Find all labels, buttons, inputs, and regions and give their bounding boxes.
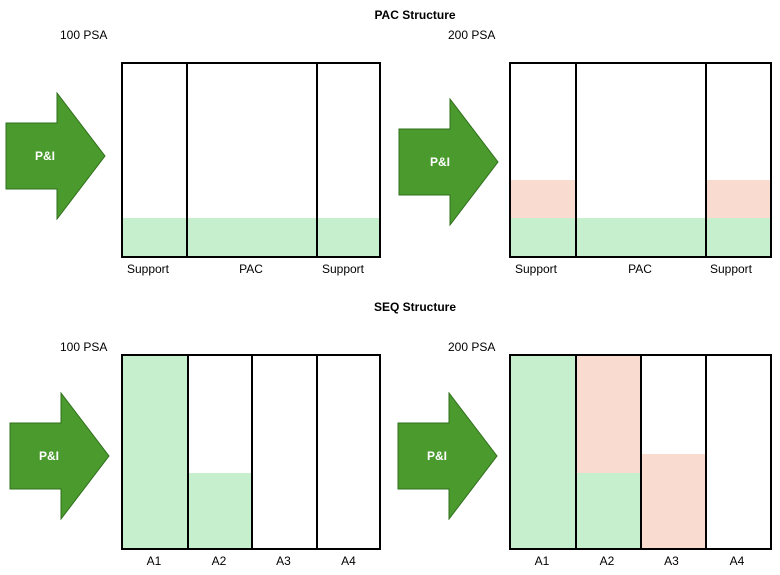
seq-left-label-a2: A2 [211, 554, 227, 568]
seq-right-label-a1: A1 [534, 554, 550, 568]
pac-right-divider [575, 64, 577, 256]
pac-right-tranche-box [509, 62, 772, 258]
seq-right-a1-fill [511, 356, 576, 548]
pac-title: PAC Structure [374, 8, 456, 22]
seq-right-divider [705, 356, 707, 548]
pac-right-psa-label: 200 PSA [448, 28, 496, 42]
seq-right-psa-label: 200 PSA [448, 340, 496, 354]
pac-left-support2-fill [317, 218, 379, 256]
seq-left-label-a1: A1 [146, 554, 162, 568]
seq-left-divider [316, 356, 318, 548]
pac-right-support2-fill [705, 218, 770, 256]
pac-right-divider [705, 64, 707, 256]
seq-left-a2-fill [187, 473, 251, 548]
seq-left-tranche-box [121, 354, 381, 550]
pac-right-label-pac: PAC [628, 262, 652, 276]
pac-left-divider [186, 64, 188, 256]
pac-left-label-support2: Support [321, 262, 365, 276]
pac-right-support1-extra-fill [511, 180, 575, 218]
pac-left-label-pac: PAC [239, 262, 263, 276]
pac-left-psa-label: 100 PSA [60, 28, 108, 42]
pac-left-support1-fill [123, 218, 187, 256]
pac-right-arrow-label: P&I [429, 155, 450, 169]
pac-right-arrow-icon [398, 98, 499, 226]
seq-left-label-a4: A4 [341, 554, 356, 568]
seq-right-arrow-label: P&I [426, 449, 447, 463]
pac-left-pac-fill [187, 218, 317, 256]
seq-left-a1-fill [123, 356, 187, 548]
pac-left-arrow-icon [5, 92, 106, 220]
seq-left-arrow-icon [9, 392, 110, 520]
pac-left-arrow-label: P&I [34, 149, 55, 163]
seq-right-a2-extra-fill [576, 356, 640, 473]
seq-right-a3-extra-fill [640, 454, 705, 548]
seq-right-label-a3: A3 [664, 554, 679, 568]
seq-right-a2-fill [576, 473, 640, 548]
seq-right-tranche-box [509, 354, 772, 550]
pac-left-divider [316, 64, 318, 256]
pac-right-pac-fill [575, 218, 705, 256]
seq-right-divider [575, 356, 577, 548]
seq-left-arrow-label: P&I [38, 449, 59, 463]
seq-left-psa-label: 100 PSA [60, 340, 108, 354]
seq-left-divider [251, 356, 253, 548]
seq-left-divider [187, 356, 189, 548]
seq-right-arrow-icon [397, 392, 498, 520]
seq-right-label-a2: A2 [599, 554, 615, 568]
seq-right-label-a4: A4 [729, 554, 745, 568]
pac-left-label-support1: Support [126, 262, 170, 276]
seq-title: SEQ Structure [373, 300, 457, 314]
pac-right-support2-extra-fill [705, 180, 770, 218]
pac-right-support1-fill [511, 218, 575, 256]
seq-left-label-a3: A3 [276, 554, 291, 568]
pac-right-label-support1: Support [514, 262, 558, 276]
pac-left-tranche-box [121, 62, 381, 258]
pac-right-label-support2: Support [709, 262, 753, 276]
seq-right-divider [640, 356, 642, 548]
